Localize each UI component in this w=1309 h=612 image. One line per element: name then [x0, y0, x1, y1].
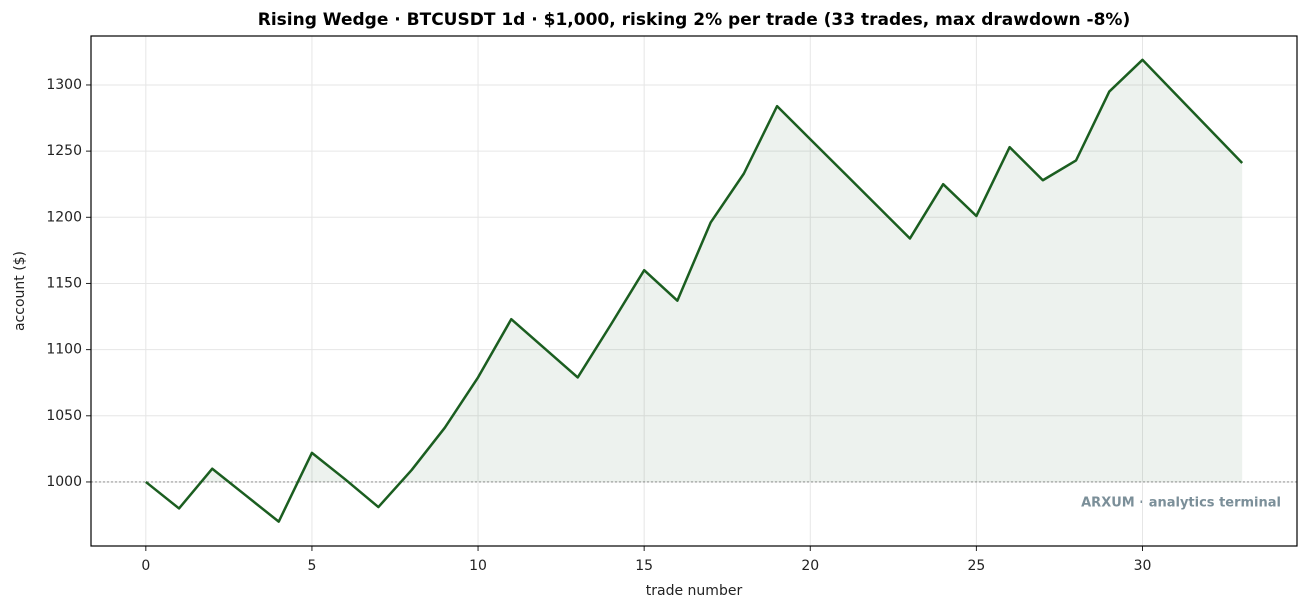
- y-tick-label: 1200: [46, 209, 82, 225]
- watermark: ARXUM · analytics terminal: [1081, 496, 1281, 511]
- y-tick-label: 1100: [46, 342, 82, 358]
- y-axis-label: account ($): [12, 251, 28, 331]
- y-tick-label: 1300: [46, 77, 82, 93]
- y-tick-label: 1000: [46, 474, 82, 490]
- y-tick-label: 1150: [46, 275, 82, 291]
- x-tick-label: 5: [307, 558, 316, 574]
- y-tick-label: 1050: [46, 408, 82, 424]
- x-tick-label: 20: [801, 558, 819, 574]
- x-axis-label: trade number: [646, 583, 743, 599]
- x-tick-label: 0: [141, 558, 150, 574]
- x-tick-label: 25: [967, 558, 985, 574]
- x-tick-label: 15: [635, 558, 653, 574]
- plot-frame: [90, 35, 1298, 547]
- x-tick-label: 30: [1134, 558, 1152, 574]
- area: [145, 59, 1243, 482]
- line: [145, 58, 1244, 523]
- chart-title: Rising Wedge · BTCUSDT 1d · $1,000, risk…: [258, 10, 1130, 30]
- x-tick-label: 10: [469, 558, 487, 574]
- y-tick-label: 1250: [46, 143, 82, 159]
